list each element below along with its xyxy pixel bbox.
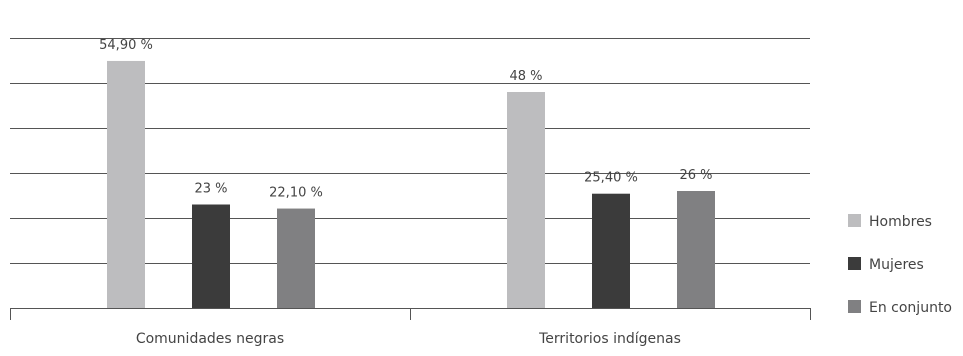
legend: Hombres Mujeres En conjunto: [848, 214, 952, 316]
bar-en-conjunto: [277, 208, 315, 308]
bar-mujeres: [592, 193, 630, 308]
bar-en-conjunto: [677, 191, 715, 308]
x-tick-label: Territorios indígenas: [538, 331, 681, 347]
x-axis: Comunidades negras Territorios indígenas: [10, 308, 811, 347]
data-label: 48 %: [509, 69, 542, 84]
x-tick-label: Comunidades negras: [136, 331, 284, 347]
data-label: 23 %: [194, 182, 227, 197]
data-label: 54,90 %: [99, 38, 153, 53]
bar-mujeres: [192, 204, 230, 308]
data-label: 26 %: [679, 168, 712, 183]
data-label: 25,40 %: [584, 171, 638, 186]
legend-label: Mujeres: [869, 257, 924, 273]
value-labels: 54,90 % 23 % 22,10 % 48 % 25,40 % 26 %: [99, 38, 712, 201]
legend-swatch: [848, 257, 861, 270]
legend-label: Hombres: [869, 214, 932, 230]
bars: [107, 60, 715, 309]
data-label: 22,10 %: [269, 186, 323, 201]
legend-swatch: [848, 300, 861, 313]
legend-swatch: [848, 214, 861, 227]
bar-hombres: [107, 60, 145, 309]
legend-label: En conjunto: [869, 300, 952, 316]
bar-hombres: [507, 92, 545, 308]
